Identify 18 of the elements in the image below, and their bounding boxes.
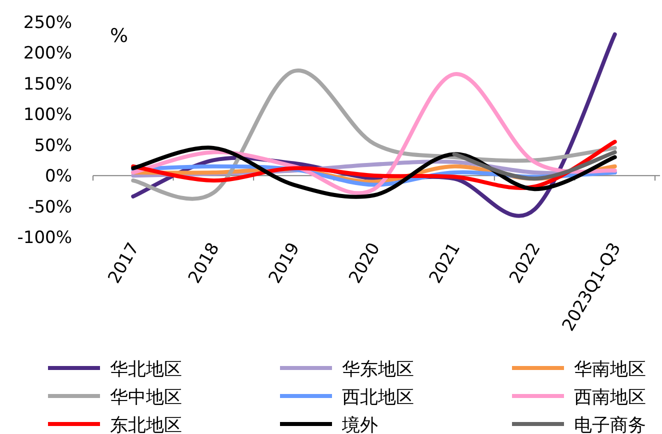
legend-label: 境外 <box>341 415 378 434</box>
y-tick-label: -50% <box>28 197 72 218</box>
y-tick-label: 100% <box>23 105 72 126</box>
legend-label: 华南地区 <box>574 359 646 380</box>
legend-label: 华东地区 <box>342 359 414 380</box>
legend-label: 西南地区 <box>574 387 646 408</box>
legend-label: 东北地区 <box>110 415 182 434</box>
legend-label: 华中地区 <box>110 387 182 408</box>
y-tick-label: 150% <box>23 74 72 94</box>
y-tick-label: 200% <box>23 44 72 64</box>
y-tick-label: -100% <box>17 228 72 248</box>
y-tick-label: 50% <box>34 136 72 156</box>
y-axis-title: % <box>110 25 128 47</box>
y-tick-label: 250% <box>23 13 72 33</box>
legend-label: 华北地区 <box>110 359 182 380</box>
legend-label: 西北地区 <box>342 387 414 408</box>
y-tick-label: 0% <box>45 166 72 187</box>
legend-label: 电子商务 <box>574 415 646 434</box>
